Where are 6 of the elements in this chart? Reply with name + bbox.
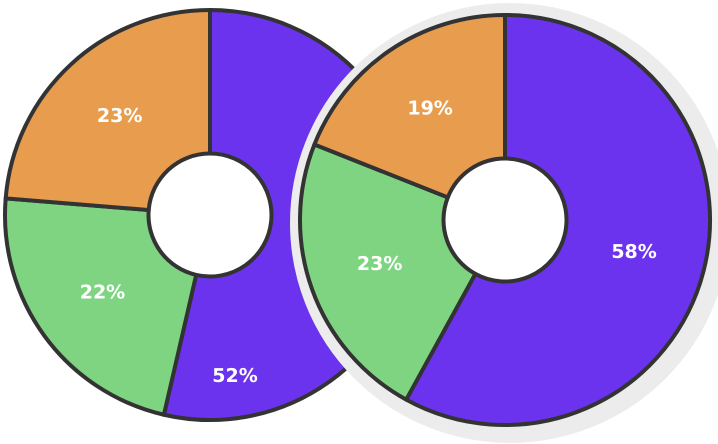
data-label: 19% [407, 98, 453, 120]
data-label: 52% [212, 365, 258, 388]
data-label: 23% [356, 253, 402, 276]
data-label: 22% [80, 282, 126, 304]
data-label: 23% [96, 104, 142, 127]
data-label: 58% [611, 241, 657, 264]
